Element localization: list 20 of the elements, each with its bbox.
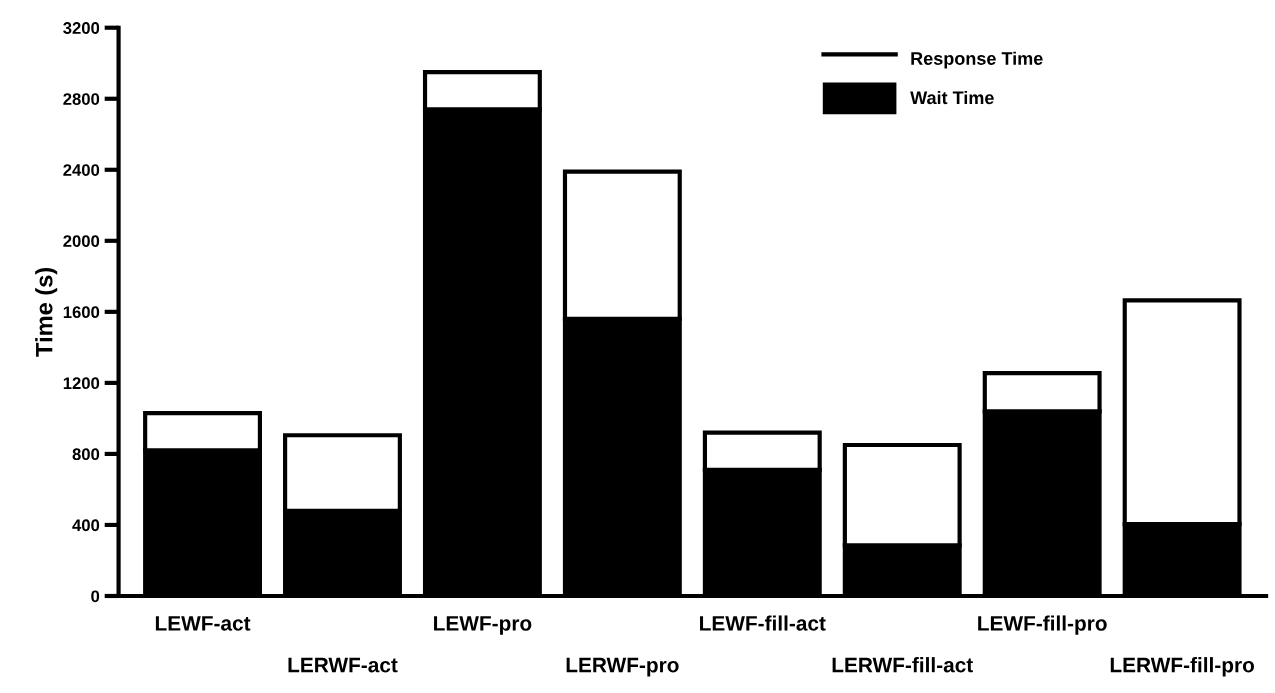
x-tick-label: LEWF-act (155, 616, 251, 631)
y-tick-label: 2400 (63, 164, 100, 176)
legend-label: Response Time (911, 51, 1043, 69)
y-tick-label: 2800 (63, 93, 100, 105)
x-tick-label: LEWF-fill-pro (978, 615, 1107, 635)
y-tick-label: 3200 (63, 22, 100, 34)
y-tick-label: 800 (72, 448, 100, 461)
legend-label: Wait Time (910, 90, 994, 105)
x-tick-label: LEWF-fill-act (700, 615, 826, 631)
y-tick-label: 1600 (63, 306, 100, 319)
y-tick-label: 1200 (63, 377, 100, 390)
y-tick-label: 2000 (63, 235, 100, 248)
y-tick-label: 400 (72, 519, 100, 532)
x-tick-label: LEWF-pro (434, 616, 532, 635)
x-tick-label: LERWF-pro (566, 657, 679, 677)
x-tick-label: LERWF-fill-act (832, 657, 973, 673)
y-tick-label: 0 (91, 590, 100, 603)
y-axis-title: Time (s) (35, 267, 58, 357)
x-tick-label: LERWF-fill-pro (1110, 657, 1255, 677)
x-tick-label: LERWF-act (288, 657, 398, 673)
